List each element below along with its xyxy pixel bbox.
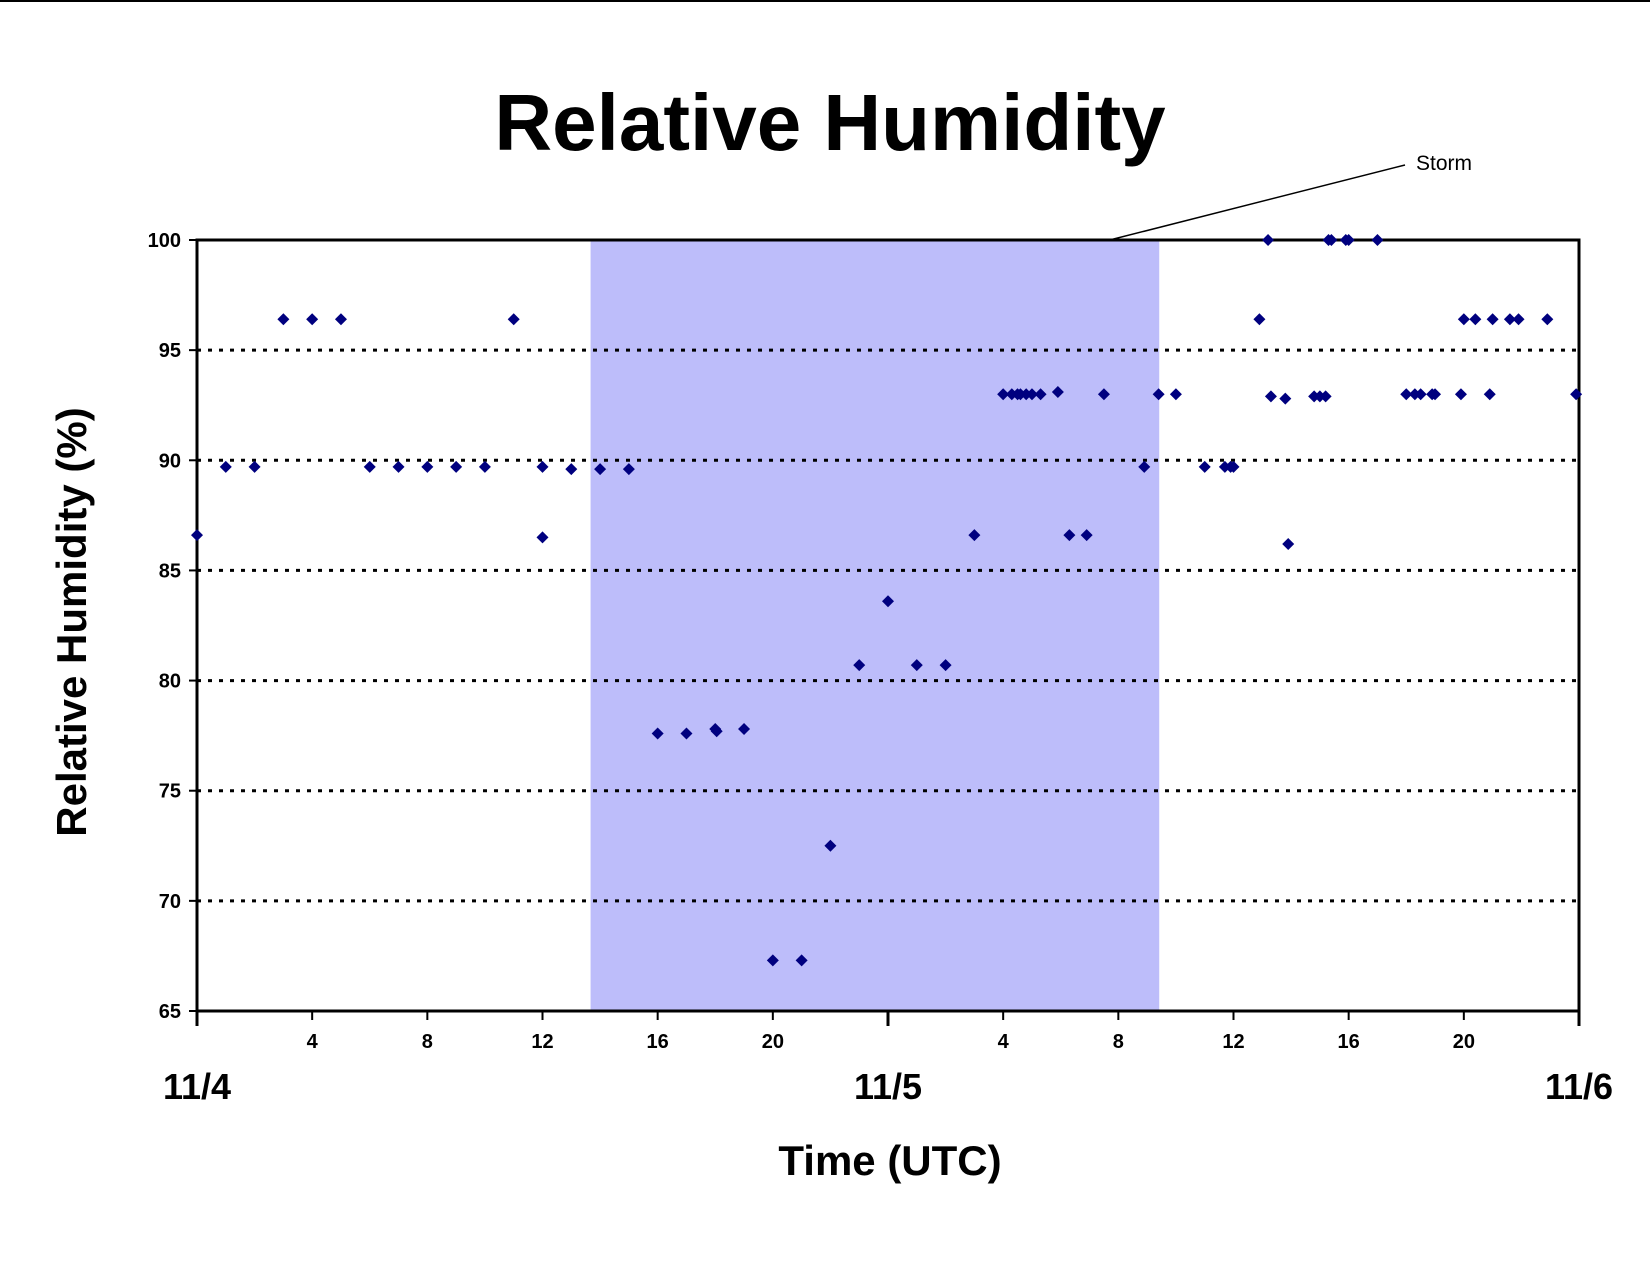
data-point xyxy=(536,460,549,473)
data-point xyxy=(1342,234,1355,246)
y-tick-label-65: 65 xyxy=(159,1001,181,1023)
data-point xyxy=(1138,460,1151,473)
data-point xyxy=(824,839,837,852)
data-point xyxy=(1080,529,1093,542)
data-point xyxy=(219,460,232,473)
storm-shaded-region xyxy=(590,240,1160,1011)
data-point xyxy=(507,313,520,326)
x-day-label: 11/6 xyxy=(1545,1066,1613,1107)
data-point xyxy=(1429,388,1442,401)
data-point xyxy=(1034,388,1047,401)
data-point xyxy=(1025,388,1038,401)
data-point xyxy=(1457,313,1470,326)
y-axis-ticks: 65 70 75 80 85 90 95 100 xyxy=(148,230,197,1023)
data-point xyxy=(1469,313,1482,326)
data-point xyxy=(1503,313,1516,326)
data-point xyxy=(1325,234,1338,246)
y-tick-label-70: 70 xyxy=(159,891,181,913)
data-point xyxy=(450,460,463,473)
data-point xyxy=(1169,388,1182,401)
x-tick-label-20: 20 xyxy=(762,1031,784,1053)
data-point xyxy=(421,460,434,473)
data-point xyxy=(478,460,491,473)
data-point xyxy=(1198,460,1211,473)
x-axis-label: Time (UTC) xyxy=(778,1137,1001,1184)
data-point xyxy=(306,313,319,326)
storm-annotation-label: Storm xyxy=(1416,152,1472,175)
data-point xyxy=(536,531,549,544)
data-point xyxy=(795,954,808,967)
y-tick-label-80: 80 xyxy=(159,671,181,693)
data-point xyxy=(1051,385,1064,398)
x-day-label: 11/5 xyxy=(854,1066,922,1107)
x-tick-label-12: 12 xyxy=(531,1031,553,1053)
data-point xyxy=(738,723,751,736)
data-point xyxy=(997,388,1010,401)
data-point xyxy=(1454,388,1467,401)
data-point xyxy=(1097,388,1110,401)
data-point xyxy=(1541,313,1554,326)
data-point xyxy=(1486,313,1499,326)
storm-annotation-leader xyxy=(1109,164,1406,241)
chart-title: Relative Humidity xyxy=(494,78,1166,167)
x-axis-ticks: 4 8 12 16 20 4 8 12 16 20 11/4 11/5 11/6 xyxy=(163,1011,1613,1107)
data-point xyxy=(710,725,723,738)
data-point xyxy=(1371,234,1384,246)
y-tick-label-100: 100 xyxy=(148,230,181,252)
y-tick-label-75: 75 xyxy=(159,781,181,803)
data-point xyxy=(277,313,290,326)
data-points xyxy=(191,234,1583,967)
data-point xyxy=(565,463,578,476)
data-point xyxy=(1400,388,1413,401)
data-point xyxy=(1227,460,1240,473)
data-point xyxy=(594,463,607,476)
data-point xyxy=(1570,388,1583,401)
x-tick-label-16: 16 xyxy=(647,1031,669,1053)
data-point xyxy=(1483,388,1496,401)
x-tick-label-40: 16 xyxy=(1338,1031,1360,1053)
data-point xyxy=(1414,388,1427,401)
data-point xyxy=(1152,388,1165,401)
x-tick-label-28: 4 xyxy=(998,1031,1010,1053)
data-point xyxy=(1512,313,1525,326)
x-tick-label-4: 4 xyxy=(307,1031,319,1053)
data-point xyxy=(392,460,405,473)
data-point xyxy=(1279,392,1292,405)
data-point xyxy=(651,727,664,740)
data-point xyxy=(939,659,952,672)
data-point xyxy=(363,460,376,473)
y-tick-label-85: 85 xyxy=(159,560,181,582)
data-point xyxy=(248,460,261,473)
data-point xyxy=(1282,537,1295,550)
data-point xyxy=(680,727,693,740)
data-point xyxy=(334,313,347,326)
top-border-line xyxy=(0,0,1650,2)
x-tick-label-36: 12 xyxy=(1222,1031,1244,1053)
data-point xyxy=(968,529,981,542)
data-point xyxy=(622,463,635,476)
data-point xyxy=(766,954,779,967)
y-tick-label-95: 95 xyxy=(159,340,181,362)
data-point xyxy=(1063,529,1076,542)
data-point xyxy=(1253,313,1266,326)
data-point xyxy=(882,595,894,608)
y-axis-label: Relative Humidity (%) xyxy=(48,407,95,836)
data-point xyxy=(910,659,923,672)
x-tick-label-32: 8 xyxy=(1113,1031,1124,1053)
x-tick-label-8: 8 xyxy=(422,1031,433,1053)
x-tick-label-44: 20 xyxy=(1453,1031,1475,1053)
data-point xyxy=(1264,390,1277,403)
data-point xyxy=(853,659,866,672)
y-tick-label-90: 90 xyxy=(159,450,181,472)
data-point xyxy=(191,529,203,542)
data-point xyxy=(1262,234,1275,246)
x-day-label: 11/4 xyxy=(163,1066,231,1107)
data-point xyxy=(1319,390,1332,403)
